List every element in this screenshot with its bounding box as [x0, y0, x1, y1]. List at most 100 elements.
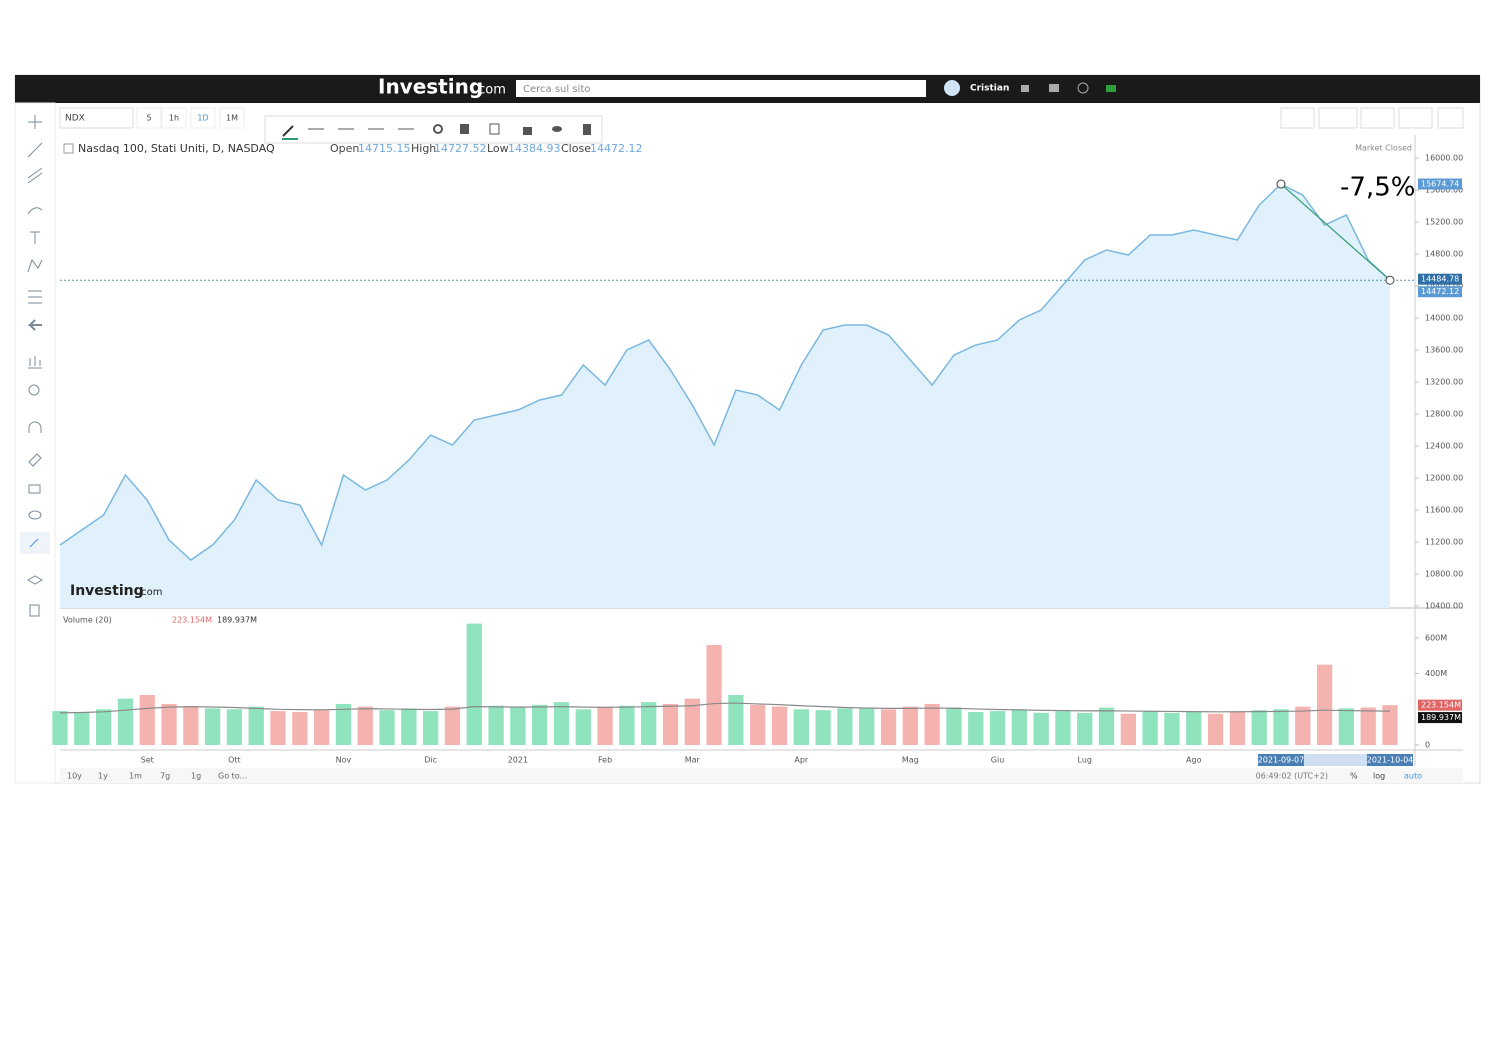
auto-toggle[interactable]: auto	[1404, 772, 1422, 781]
range-button[interactable]: 1m	[129, 772, 142, 781]
volume-bar	[1164, 712, 1180, 745]
y-tick-label: 12800.00	[1425, 410, 1463, 419]
clock-icon[interactable]	[1077, 82, 1089, 94]
range-button[interactable]: 10y	[67, 772, 82, 781]
volume-bar	[248, 706, 264, 745]
x-tick-label: Mag	[902, 756, 919, 765]
interval-button[interactable]	[136, 107, 162, 129]
link-icon[interactable]	[29, 538, 39, 548]
volume-bar	[1360, 707, 1376, 745]
clone-icon[interactable]	[460, 124, 469, 134]
interval-label[interactable]: 5	[146, 114, 151, 123]
text-icon[interactable]	[30, 231, 40, 244]
high-value: 14727.52	[434, 142, 487, 155]
x-tick-label: Nov	[336, 756, 352, 765]
layout-button[interactable]	[1318, 107, 1358, 129]
symbol-input[interactable]	[59, 107, 134, 129]
flag-icon[interactable]	[1106, 85, 1116, 92]
measure-icon[interactable]	[28, 356, 42, 369]
user-name[interactable]: Cristian	[970, 84, 1009, 94]
bell-icon[interactable]	[1021, 85, 1029, 92]
volume-bar	[641, 702, 657, 745]
volume-bar	[771, 706, 788, 745]
brush-icon[interactable]	[27, 207, 43, 215]
volume-bar	[161, 703, 177, 745]
back-icon[interactable]	[27, 319, 42, 331]
logo-suffix: .com	[474, 83, 506, 98]
collapse-icon[interactable]	[63, 143, 74, 154]
price-tag	[1418, 273, 1462, 285]
logo[interactable]: Investing	[378, 75, 483, 99]
x-tick-label: Lug	[1078, 756, 1092, 765]
percent-toggle[interactable]: %	[1350, 772, 1358, 781]
open-label: Open	[330, 142, 359, 155]
magnet-icon[interactable]	[28, 421, 42, 433]
visibility-icon[interactable]	[552, 126, 562, 132]
date-range	[1303, 754, 1367, 766]
lock-icon[interactable]	[28, 484, 41, 494]
delete-icon[interactable]	[583, 124, 591, 135]
x-tick-label: Ott	[228, 756, 241, 765]
y-tick-label: 12400.00	[1425, 442, 1463, 451]
volume-bar	[139, 695, 155, 745]
volume-bar	[52, 711, 68, 745]
volume-bar	[444, 706, 461, 745]
trash-icon[interactable]	[29, 604, 40, 617]
interval-label[interactable]: 1D	[197, 114, 208, 123]
interval-button[interactable]	[219, 107, 245, 129]
lock-draw-icon[interactable]	[28, 453, 42, 467]
range-button[interactable]: 1y	[98, 772, 108, 781]
avatar[interactable]	[944, 80, 960, 96]
volume-bar	[902, 706, 918, 745]
x-tick-label: Mar	[685, 756, 701, 765]
volume-bar	[684, 698, 700, 745]
range-button[interactable]: 1g	[191, 772, 201, 781]
layers-icon[interactable]	[26, 575, 44, 585]
trend-handle[interactable]	[1385, 275, 1395, 285]
y-tick-label: 11200.00	[1425, 538, 1463, 547]
search-box[interactable]	[516, 80, 926, 97]
camera-button[interactable]	[1280, 107, 1315, 129]
trendline-icon[interactable]	[27, 142, 43, 158]
volume-bar	[989, 711, 1006, 745]
volume-bar	[117, 698, 134, 745]
crosshair-icon[interactable]	[28, 115, 42, 129]
range-button[interactable]: Go to...	[218, 772, 247, 781]
volume-bar	[1120, 713, 1136, 745]
volume-bar	[859, 707, 875, 745]
interval-label[interactable]: 1h	[169, 114, 179, 123]
lock-icon[interactable]	[523, 127, 532, 135]
zoom-icon[interactable]	[28, 384, 40, 396]
watermark-logo: Investing	[70, 583, 144, 599]
portfolio-icon[interactable]	[1049, 84, 1059, 92]
y-tick-label: 13200.00	[1425, 378, 1463, 387]
volume-bar	[1338, 708, 1355, 745]
range-button[interactable]: 7g	[160, 772, 170, 781]
pattern-icon[interactable]	[27, 258, 43, 273]
date-tag-label: 2021-09-07	[1258, 756, 1305, 765]
volume-bar	[183, 706, 199, 745]
copy-icon[interactable]	[489, 123, 500, 135]
trend-line[interactable]	[1280, 183, 1391, 281]
price-line	[59, 183, 1391, 561]
log-toggle[interactable]: log	[1373, 772, 1385, 781]
interval-button[interactable]	[190, 107, 216, 129]
settings-icon[interactable]	[433, 124, 443, 134]
cloud-load-button[interactable]	[1360, 107, 1395, 129]
fullscreen-button[interactable]	[1437, 107, 1464, 129]
fib-icon[interactable]	[27, 167, 43, 184]
volume-bar	[1011, 709, 1027, 745]
eye-icon[interactable]	[28, 510, 42, 520]
volume-bar	[1273, 709, 1289, 745]
trend-handle[interactable]	[1276, 179, 1286, 189]
volume-bar	[1382, 705, 1398, 745]
pen-icon[interactable]	[282, 125, 294, 137]
volume-bar	[270, 711, 286, 745]
volume-bar	[662, 703, 679, 745]
cloud-save-button[interactable]	[1398, 107, 1433, 129]
prediction-icon[interactable]	[28, 290, 42, 304]
interval-button[interactable]	[161, 107, 187, 129]
interval-label[interactable]: 1M	[226, 114, 238, 123]
sidebar-icons[interactable]	[20, 115, 50, 617]
